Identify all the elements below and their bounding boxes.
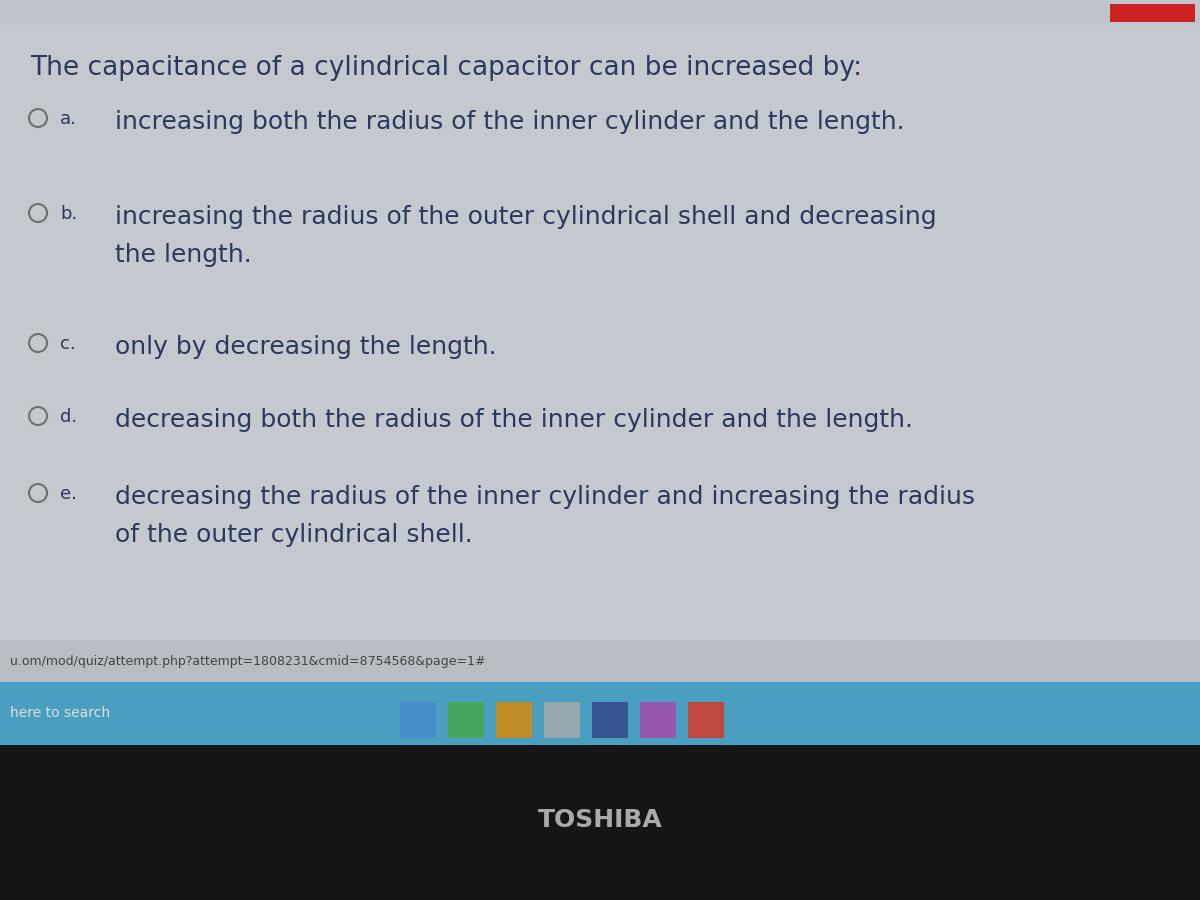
Text: increasing the radius of the outer cylindrical shell and decreasing: increasing the radius of the outer cylin… xyxy=(115,205,937,229)
Bar xyxy=(400,702,436,738)
Bar xyxy=(448,702,484,738)
Bar xyxy=(0,682,1200,745)
Text: u.om/mod/quiz/attempt.php?attempt=1808231&cmid=8754568&page=1#: u.om/mod/quiz/attempt.php?attempt=180823… xyxy=(10,654,486,668)
Bar xyxy=(0,0,1200,25)
Bar xyxy=(592,702,628,738)
Text: only by decreasing the length.: only by decreasing the length. xyxy=(115,335,497,359)
Text: decreasing the radius of the inner cylinder and increasing the radius: decreasing the radius of the inner cylin… xyxy=(115,485,974,509)
Text: e.: e. xyxy=(60,485,77,503)
Bar xyxy=(0,745,1200,900)
Bar xyxy=(496,702,532,738)
Text: d.: d. xyxy=(60,408,77,426)
Text: of the outer cylindrical shell.: of the outer cylindrical shell. xyxy=(115,523,473,547)
Bar xyxy=(688,702,724,738)
Text: TOSHIBA: TOSHIBA xyxy=(538,808,662,832)
Text: b.: b. xyxy=(60,205,77,223)
Text: the length.: the length. xyxy=(115,243,252,267)
Bar xyxy=(544,702,580,738)
Text: The capacitance of a cylindrical capacitor can be increased by:: The capacitance of a cylindrical capacit… xyxy=(30,55,862,81)
Text: a.: a. xyxy=(60,110,77,128)
Bar xyxy=(1110,4,1195,22)
Text: decreasing both the radius of the inner cylinder and the length.: decreasing both the radius of the inner … xyxy=(115,408,913,432)
Text: increasing both the radius of the inner cylinder and the length.: increasing both the radius of the inner … xyxy=(115,110,905,134)
Text: here to search: here to search xyxy=(10,706,110,720)
Text: c.: c. xyxy=(60,335,76,353)
Bar xyxy=(0,25,1200,640)
Bar xyxy=(0,640,1200,682)
Bar xyxy=(640,702,676,738)
